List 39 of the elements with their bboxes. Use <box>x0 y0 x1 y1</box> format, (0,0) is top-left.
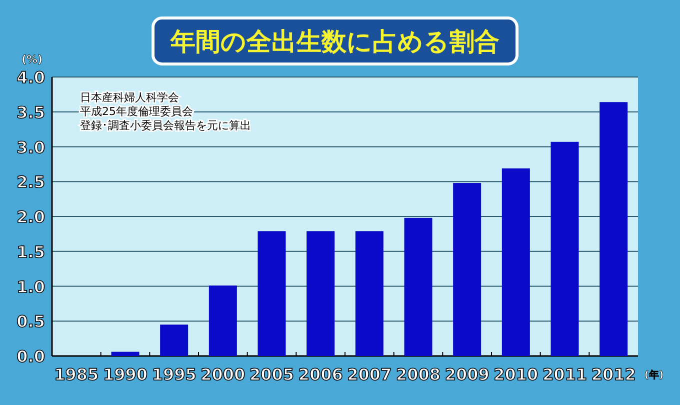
bar <box>258 231 286 356</box>
y-tick-label: 3.5 <box>16 102 45 122</box>
bar <box>453 183 482 356</box>
x-tick-label: 1990 <box>102 365 148 384</box>
x-tick-label: 2008 <box>396 365 441 384</box>
bar <box>502 168 530 356</box>
x-tick-label: 2006 <box>298 365 343 384</box>
bar <box>600 102 628 356</box>
annotation: 平成25年度倫理委員会 <box>80 105 193 118</box>
x-tick-label: 2010 <box>494 365 538 384</box>
x-tick-label: 2005 <box>249 365 294 384</box>
y-tick-label: 1.0 <box>16 277 45 296</box>
x-tick-label: 1985 <box>54 365 99 384</box>
bar <box>355 231 384 356</box>
y-tick-label: 2.5 <box>16 172 45 192</box>
y-tick-label: 0.5 <box>16 312 45 332</box>
y-tick-label: 1.5 <box>16 242 45 262</box>
x-tick-label: 2009 <box>444 365 490 384</box>
y-tick-label: 3.0 <box>16 138 45 157</box>
x-tick-label: 2011 <box>542 365 588 384</box>
title: 年間の全出生数に占める割合 <box>152 16 518 66</box>
y-tick-label: 4.0 <box>16 68 45 87</box>
x-tick-label: 2007 <box>347 365 392 384</box>
bar <box>306 231 335 356</box>
y-axis-title: (%) <box>21 53 43 66</box>
bar <box>550 142 579 356</box>
annotation: 日本産科婦人科学会 <box>80 91 179 104</box>
y-tick-label: 0.0 <box>16 347 45 366</box>
bar <box>404 218 432 356</box>
chart-title: 年間の全出生数に占める割合 <box>170 27 500 56</box>
bar <box>208 286 237 356</box>
bar <box>160 324 188 356</box>
x-axis-title: (年) <box>644 369 664 381</box>
annotation: 登録･調査小委員会報告を元に算出 <box>80 119 251 132</box>
x-tick-label: 2012 <box>591 365 636 384</box>
x-tick-label: 2000 <box>200 365 246 384</box>
x-tick-label: 1995 <box>152 365 196 384</box>
bar <box>111 352 140 356</box>
y-tick-label: 2.0 <box>16 208 45 226</box>
